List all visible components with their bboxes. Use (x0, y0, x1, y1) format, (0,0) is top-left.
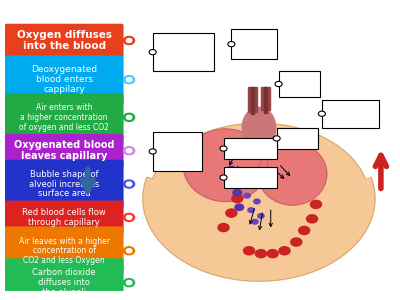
Circle shape (248, 208, 254, 212)
Circle shape (126, 249, 132, 253)
Bar (279, 71, 320, 97)
Bar (224, 167, 277, 188)
Circle shape (318, 111, 326, 116)
Ellipse shape (258, 143, 327, 205)
Circle shape (244, 247, 255, 255)
Circle shape (124, 180, 134, 188)
FancyBboxPatch shape (5, 160, 124, 208)
Circle shape (252, 219, 258, 224)
Circle shape (220, 175, 227, 180)
Circle shape (126, 280, 132, 285)
Circle shape (124, 247, 134, 255)
Circle shape (255, 250, 266, 258)
FancyBboxPatch shape (5, 201, 124, 234)
FancyBboxPatch shape (5, 55, 124, 104)
Ellipse shape (242, 107, 276, 148)
Circle shape (126, 38, 132, 43)
Text: Oxygen diffuses
into the blood: Oxygen diffuses into the blood (17, 30, 112, 51)
Circle shape (124, 279, 134, 287)
Bar (264, 87, 267, 113)
Text: Carbon dioxide
diffuses into
the alveoli: Carbon dioxide diffuses into the alveoli (32, 268, 96, 297)
Text: Air enters with
a higher concentration
of oxygen and less CO2: Air enters with a higher concentration o… (19, 103, 109, 132)
Circle shape (225, 181, 234, 187)
Circle shape (218, 224, 229, 232)
Circle shape (149, 50, 156, 55)
Circle shape (275, 81, 282, 87)
Circle shape (279, 247, 290, 255)
Bar (153, 33, 214, 71)
Circle shape (258, 214, 264, 218)
Circle shape (149, 149, 156, 154)
Text: Oxygenated blood
leaves capillary: Oxygenated blood leaves capillary (14, 140, 114, 161)
Circle shape (273, 136, 280, 141)
Polygon shape (143, 123, 375, 281)
Circle shape (126, 149, 132, 153)
Circle shape (306, 215, 318, 223)
Circle shape (299, 226, 310, 235)
Circle shape (267, 250, 278, 258)
Circle shape (291, 238, 302, 246)
Circle shape (254, 199, 260, 204)
Circle shape (227, 167, 236, 173)
Text: Deoxygenated
blood enters
cappilary: Deoxygenated blood enters cappilary (31, 65, 97, 94)
Circle shape (310, 200, 322, 208)
Text: Air leaves with a higher
concentration of
CO2 and less Oxygen: Air leaves with a higher concentration o… (19, 236, 110, 265)
Bar (251, 87, 254, 115)
Circle shape (124, 113, 134, 122)
Bar (322, 100, 379, 128)
Bar (153, 132, 202, 171)
Bar (248, 87, 256, 112)
Circle shape (220, 146, 227, 151)
Circle shape (126, 215, 132, 219)
Bar (231, 29, 277, 59)
Bar (277, 128, 318, 149)
Circle shape (233, 190, 242, 196)
Ellipse shape (183, 129, 268, 202)
Circle shape (235, 204, 244, 210)
Text: Red blood cells flow
through capillary: Red blood cells flow through capillary (22, 208, 106, 227)
Circle shape (126, 115, 132, 119)
Circle shape (124, 213, 134, 221)
Bar (224, 138, 277, 159)
Circle shape (226, 209, 237, 217)
Circle shape (126, 78, 132, 82)
FancyBboxPatch shape (5, 24, 124, 57)
FancyBboxPatch shape (5, 134, 124, 167)
Circle shape (124, 147, 134, 155)
Circle shape (124, 76, 134, 84)
Circle shape (124, 37, 134, 45)
Circle shape (229, 152, 238, 158)
Bar (261, 87, 270, 110)
FancyBboxPatch shape (5, 93, 124, 142)
Circle shape (126, 182, 132, 186)
Circle shape (232, 194, 243, 202)
FancyBboxPatch shape (5, 226, 124, 275)
FancyBboxPatch shape (5, 258, 124, 300)
Text: Bubble shape of
alveoli increases
surface area: Bubble shape of alveoli increases surfac… (29, 170, 99, 198)
Circle shape (228, 41, 235, 47)
Circle shape (244, 193, 250, 198)
